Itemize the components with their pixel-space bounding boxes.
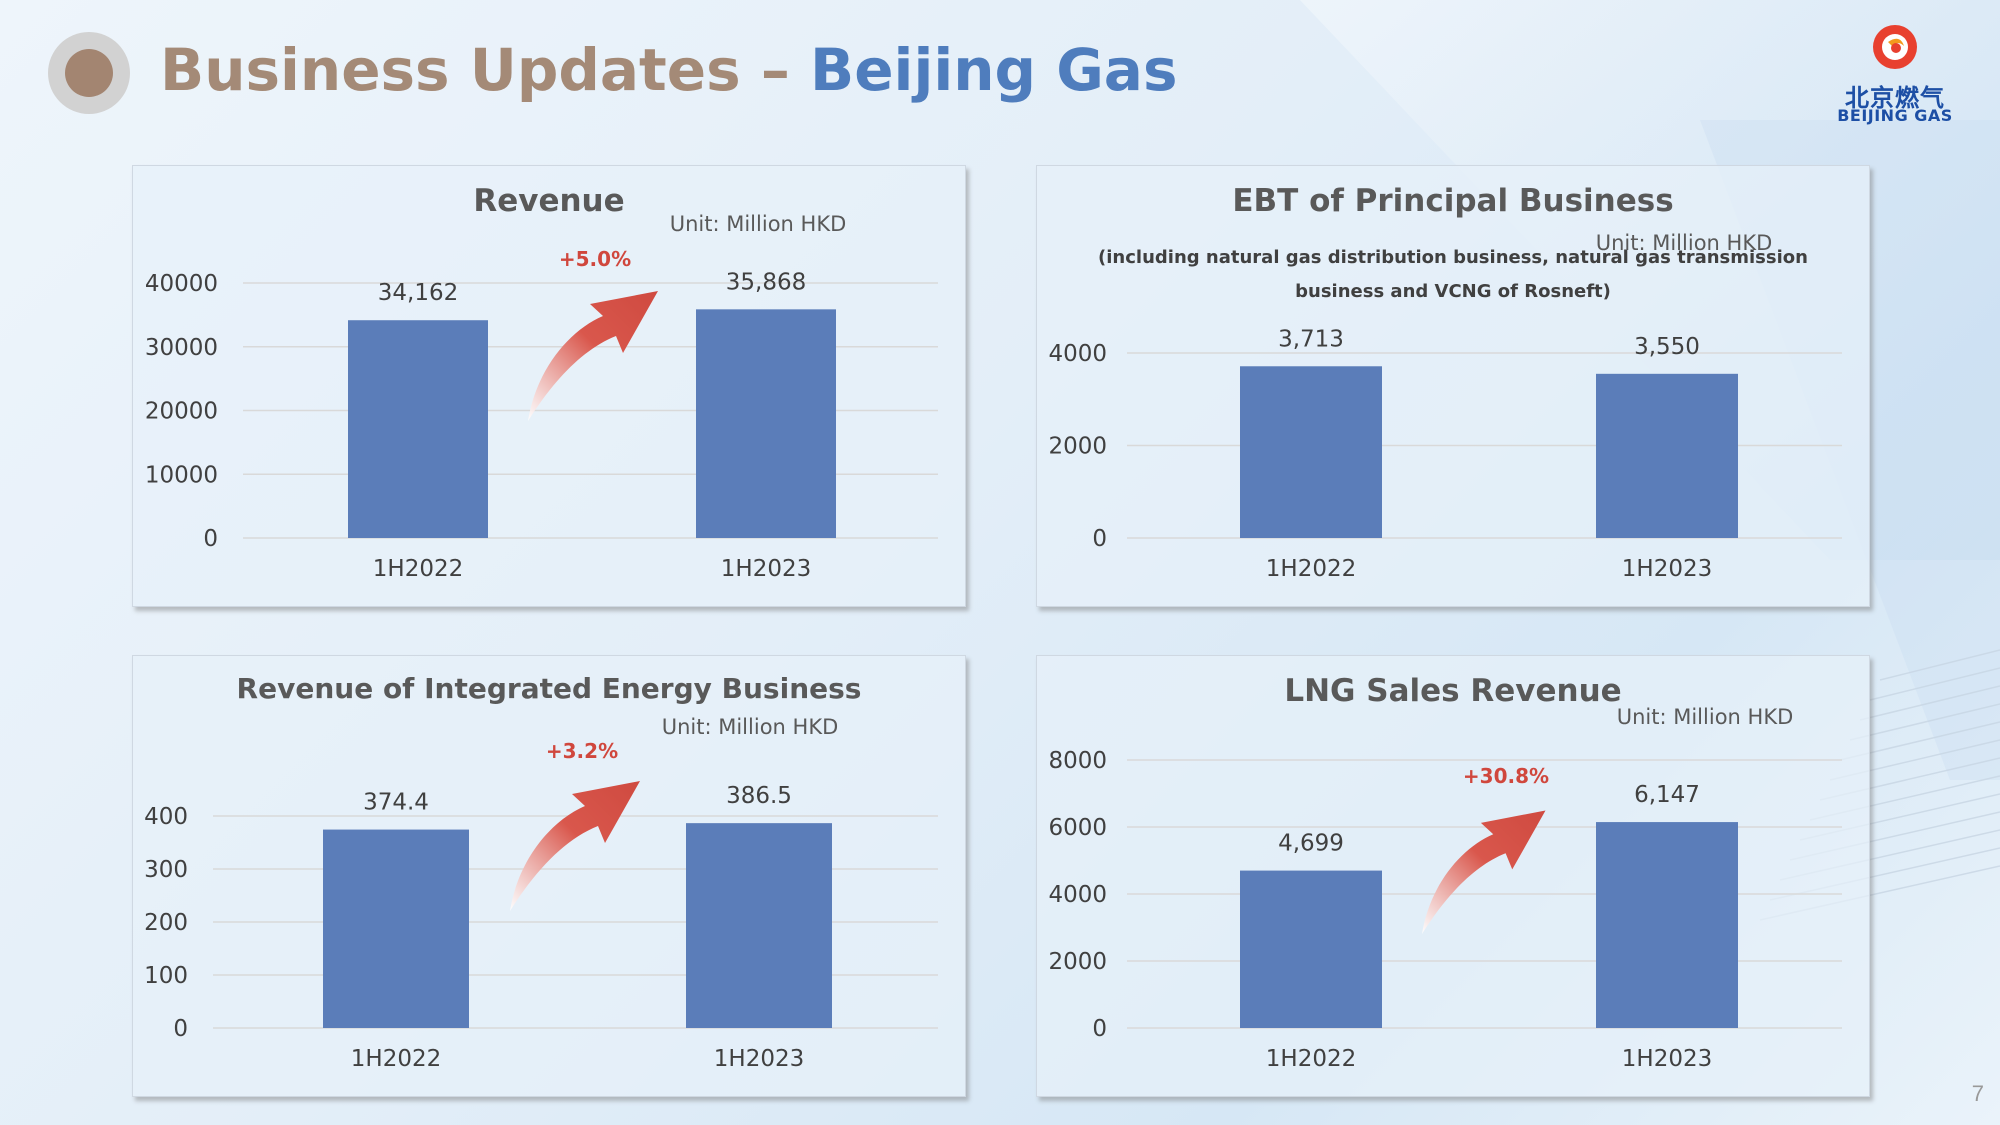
x-tick-label: 1H2022 [1266,1046,1356,1072]
y-tick-label: 10000 [145,462,218,488]
x-tick-label: 1H2023 [1622,556,1712,582]
y-tick-label: 0 [1092,1016,1107,1042]
unit-label: Unit: Million HKD [670,212,847,236]
data-label: 35,868 [726,269,806,295]
y-tick-label: 8000 [1048,748,1107,774]
chart-title: Revenue of Integrated Energy Business [237,672,862,705]
y-tick-label: 2000 [1048,949,1107,975]
bar-1h2023 [686,823,832,1028]
data-label: 386.5 [726,783,792,809]
y-tick-label: 30000 [145,335,218,361]
x-tick-label: 1H2023 [1622,1046,1712,1072]
data-label: 374.4 [363,790,429,816]
growth-label: +30.8% [1463,764,1549,788]
page-title-part2: Beijing Gas [810,36,1178,104]
page-number: 7 [1971,1081,1984,1106]
page-title-separator: – [740,36,811,104]
bar-1h2023 [1596,373,1738,538]
page-title: Business Updates – Beijing Gas [160,36,1177,104]
unit-label: Unit: Million HKD [1617,705,1794,729]
flame-logo-icon [1873,25,1917,69]
x-tick-label: 1H2022 [373,556,463,582]
bar-1h2022 [323,829,469,1028]
bar-1h2022 [1240,366,1382,538]
growth-arrow-shape [510,781,640,911]
growth-arrow-icon [528,291,658,421]
chart-title: LNG Sales Revenue [1284,673,1621,709]
y-tick-label: 0 [203,526,218,552]
header-bullet-inner [65,49,113,97]
y-tick-label: 2000 [1048,434,1107,460]
bar-1h2022 [348,320,488,538]
y-tick-label: 300 [144,857,188,883]
growth-arrow-icon [1422,810,1546,934]
revenue-chart: Revenue Unit: Million HKD 0 10000 20000 30000… [145,183,938,582]
x-tick-label: 1H2022 [351,1046,441,1072]
y-tick-label: 4000 [1048,882,1107,908]
header-bullet-icon [48,32,130,114]
logo-english-text: BEIJING GAS [1837,106,1953,125]
growth-label: +5.0% [559,247,631,271]
growth-arrow-icon [510,781,640,911]
unit-label: Unit: Million HKD [1596,231,1773,255]
growth-arrow-shape [528,291,658,421]
ebt-chart-panel: EBT of Principal Business (including natu… [1036,165,1870,607]
x-tick-label: 1H2022 [1266,556,1356,582]
y-tick-label: 0 [173,1016,188,1042]
revenue-chart-panel: Revenue Unit: Million HKD 0 10000 20000 30000… [132,165,966,607]
y-tick-label: 200 [144,910,188,936]
growth-label: +3.2% [546,739,618,763]
data-label: 34,162 [378,280,458,306]
lng-chart-panel: LNG Sales Revenue Unit: Million HKD 0 2000 4… [1036,655,1870,1097]
chart-subtitle-line1: (including natural gas distribution busi… [1098,247,1808,268]
y-tick-label: 20000 [145,399,218,425]
logo-chinese-text: 北京燃气 [1845,84,1945,112]
y-tick-label: 400 [144,804,188,830]
ebt-chart: EBT of Principal Business (including natu… [1048,183,1842,582]
bar-1h2023 [1596,822,1738,1028]
integrated-energy-chart-panel: Revenue of Integrated Energy Business Uni… [132,655,966,1097]
bar-1h2023 [696,309,836,538]
data-label: 3,550 [1634,334,1700,360]
chart-title: EBT of Principal Business [1232,183,1673,219]
y-tick-label: 0 [1092,526,1107,552]
y-tick-label: 40000 [145,271,218,297]
integrated-energy-chart: Revenue of Integrated Energy Business Uni… [144,672,938,1072]
y-tick-label: 100 [144,963,188,989]
bar-1h2022 [1240,870,1382,1028]
unit-label: Unit: Million HKD [662,715,839,739]
data-label: 6,147 [1634,782,1700,808]
data-label: 4,699 [1278,831,1344,857]
x-tick-label: 1H2023 [714,1046,804,1072]
growth-arrow-shape [1422,810,1546,934]
y-tick-label: 4000 [1048,341,1107,367]
y-tick-label: 6000 [1048,815,1107,841]
chart-subtitle-line2: business and VCNG of Rosneft) [1295,281,1611,302]
data-label: 3,713 [1278,326,1344,352]
x-tick-label: 1H2023 [721,556,811,582]
beijing-gas-logo: 北京燃气 BEIJING GAS [1830,20,1960,130]
page-title-part1: Business Updates [160,36,741,104]
chart-title: Revenue [473,183,624,219]
